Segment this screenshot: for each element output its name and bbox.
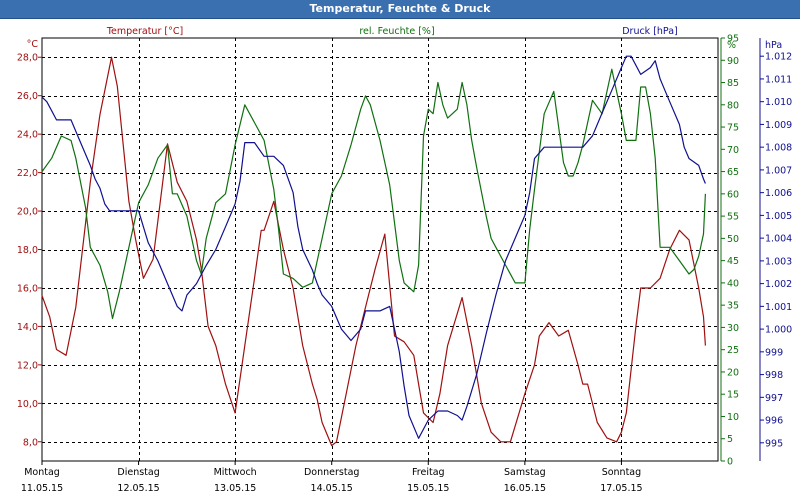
humidity-tick-label: 15 — [727, 390, 739, 401]
pressure-tick-label: 1.008 — [765, 143, 792, 154]
temperature-tick-label: 16,0 — [17, 283, 38, 294]
date-label: 15.05.15 — [407, 483, 449, 494]
humidity-tick-label: 85 — [727, 78, 739, 89]
date-label: 17.05.15 — [600, 483, 642, 494]
temperature-tick-label: 12,0 — [17, 360, 38, 371]
pressure-tick-label: 1.010 — [765, 97, 792, 108]
pressure-tick-label: 1.000 — [765, 325, 792, 336]
humidity-tick-label: 60 — [727, 189, 739, 200]
humidity-tick-label: 40 — [727, 278, 739, 289]
pressure-tick-label: 1.002 — [765, 279, 792, 290]
pressure-tick-label: 995 — [765, 438, 783, 449]
pressure-tick-label: 996 — [765, 416, 783, 427]
temperature-tick-label: 22,0 — [17, 168, 38, 179]
humidity-tick-label: 55 — [727, 212, 739, 223]
humidity-tick-label: 80 — [727, 100, 739, 111]
date-label: 12.05.15 — [117, 483, 159, 494]
humidity-tick-label: 95 — [727, 34, 739, 45]
pressure-series-label: Druck [hPa] — [622, 26, 678, 37]
day-label: Freitag — [412, 467, 445, 478]
window-title: Temperatur, Feuchte & Druck — [0, 0, 800, 19]
humidity-tick-label: 25 — [727, 345, 739, 356]
day-label: Samstag — [504, 467, 546, 478]
humidity-tick-label: 45 — [727, 256, 739, 267]
pressure-tick-label: 1.005 — [765, 211, 792, 222]
pressure-tick-label: 997 — [765, 393, 783, 404]
temperature-tick-label: 28,0 — [17, 53, 38, 64]
humidity-series-line — [41, 68, 706, 320]
temperature-unit: °C — [27, 39, 39, 50]
pressure-tick-label: 1.007 — [765, 165, 792, 176]
pressure-unit: hPa — [765, 40, 782, 51]
humidity-tick-label: 90 — [727, 56, 739, 67]
humidity-tick-label: 65 — [727, 167, 739, 178]
day-label: Montag — [24, 467, 60, 478]
humidity-tick-label: 20 — [727, 367, 739, 378]
pressure-tick-label: 1.006 — [765, 188, 792, 199]
pressure-tick-label: 1.012 — [765, 52, 792, 63]
humidity-tick-label: 50 — [727, 234, 739, 245]
date-label: 16.05.15 — [504, 483, 546, 494]
temperature-tick-label: 20,0 — [17, 207, 38, 218]
pressure-tick-label: 1.003 — [765, 256, 792, 267]
humidity-tick-label: 5 — [727, 434, 733, 445]
temperature-series-line — [41, 56, 706, 447]
pressure-tick-label: 998 — [765, 370, 783, 381]
temperature-tick-label: 8,0 — [23, 437, 38, 448]
pressure-tick-label: 1.009 — [765, 120, 792, 131]
humidity-series-label: rel. Feuchte [%] — [359, 26, 434, 37]
pressure-tick-label: 1.011 — [765, 74, 792, 85]
pressure-tick-label: 1.004 — [765, 234, 792, 245]
humidity-tick-label: 70 — [727, 145, 739, 156]
humidity-tick-label: 30 — [727, 323, 739, 334]
temperature-tick-label: 14,0 — [17, 322, 38, 333]
chart-area: 8,0 10,0 12,0 14,0 16,0 18,0 20,0 22,0 24,0 26,0 2… — [17, 26, 792, 494]
humidity-tick-label: 10 — [727, 412, 739, 423]
humidity-tick-label: 75 — [727, 123, 739, 134]
pressure-tick-label: 999 — [765, 347, 783, 358]
temperature-tick-label: 18,0 — [17, 245, 38, 256]
humidity-tick-label: 35 — [727, 301, 739, 312]
date-label: 14.05.15 — [311, 483, 353, 494]
day-label: Donnerstag — [304, 467, 359, 478]
day-label: Dienstag — [117, 467, 159, 478]
pressure-series-line — [41, 55, 706, 439]
temperature-tick-label: 24,0 — [17, 130, 38, 141]
temperature-tick-label: 10,0 — [17, 399, 38, 410]
humidity-unit: % — [727, 40, 736, 51]
date-label: 13.05.15 — [214, 483, 256, 494]
temperature-tick-label: 26,0 — [17, 91, 38, 102]
date-label: 11.05.15 — [21, 483, 63, 494]
day-label: Mittwoch — [214, 467, 257, 478]
humidity-tick-label: 0 — [727, 457, 733, 468]
day-label: Sonntag — [602, 467, 641, 478]
temperature-series-label: Temperatur [°C] — [106, 26, 183, 37]
pressure-tick-label: 1.001 — [765, 302, 792, 313]
